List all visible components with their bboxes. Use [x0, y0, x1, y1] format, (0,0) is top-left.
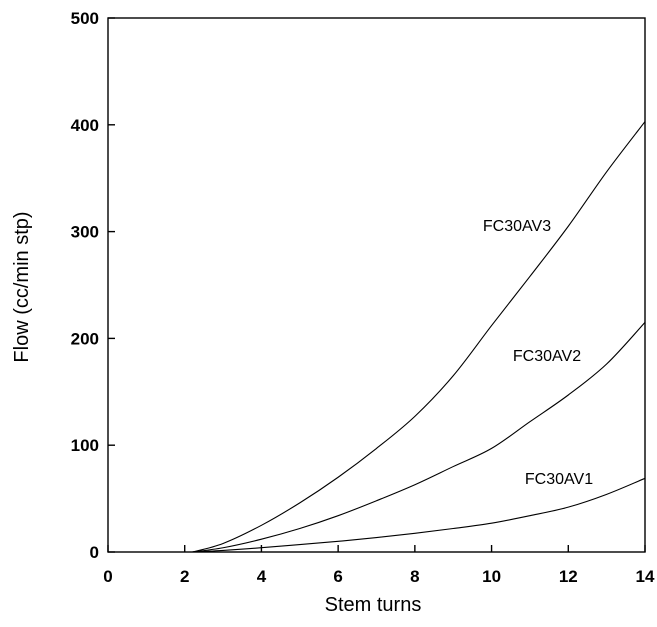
x-tick-label: 10	[482, 567, 501, 586]
y-tick-label: 400	[71, 116, 99, 135]
series-lines	[192, 121, 646, 553]
plot-frame	[107, 17, 646, 553]
x-tick-label: 12	[559, 567, 578, 586]
x-tick-label: 8	[410, 567, 419, 586]
y-tick-label: 0	[90, 543, 99, 562]
series-line-fc30av3	[192, 121, 646, 553]
series-label-fc30av3: FC30AV3	[483, 218, 551, 235]
x-tick-label: 0	[103, 567, 112, 586]
x-axis-title: Stem turns	[325, 594, 422, 616]
y-tick-label: 100	[71, 436, 99, 455]
x-tick-label: 14	[636, 567, 655, 586]
y-tick-label: 500	[71, 9, 99, 28]
y-tick-label: 200	[71, 329, 99, 348]
series-line-fc30av1	[192, 477, 646, 553]
x-tick-label: 4	[257, 567, 267, 586]
series-label-fc30av1: FC30AV1	[525, 471, 593, 488]
x-tick-label: 2	[180, 567, 189, 586]
series-label-fc30av2: FC30AV2	[513, 348, 581, 365]
x-tick-label: 6	[333, 567, 342, 586]
series-line-fc30av2	[192, 322, 646, 553]
series-labels: FC30AV3 FC30AV2 FC30AV1	[483, 218, 593, 488]
y-axis-title: Flow (cc/min stp)	[11, 211, 33, 362]
axes: 0 2 4 6 8 10 12 14 0 100 200 300 400 500	[71, 9, 655, 586]
y-tick-label: 300	[71, 223, 99, 242]
